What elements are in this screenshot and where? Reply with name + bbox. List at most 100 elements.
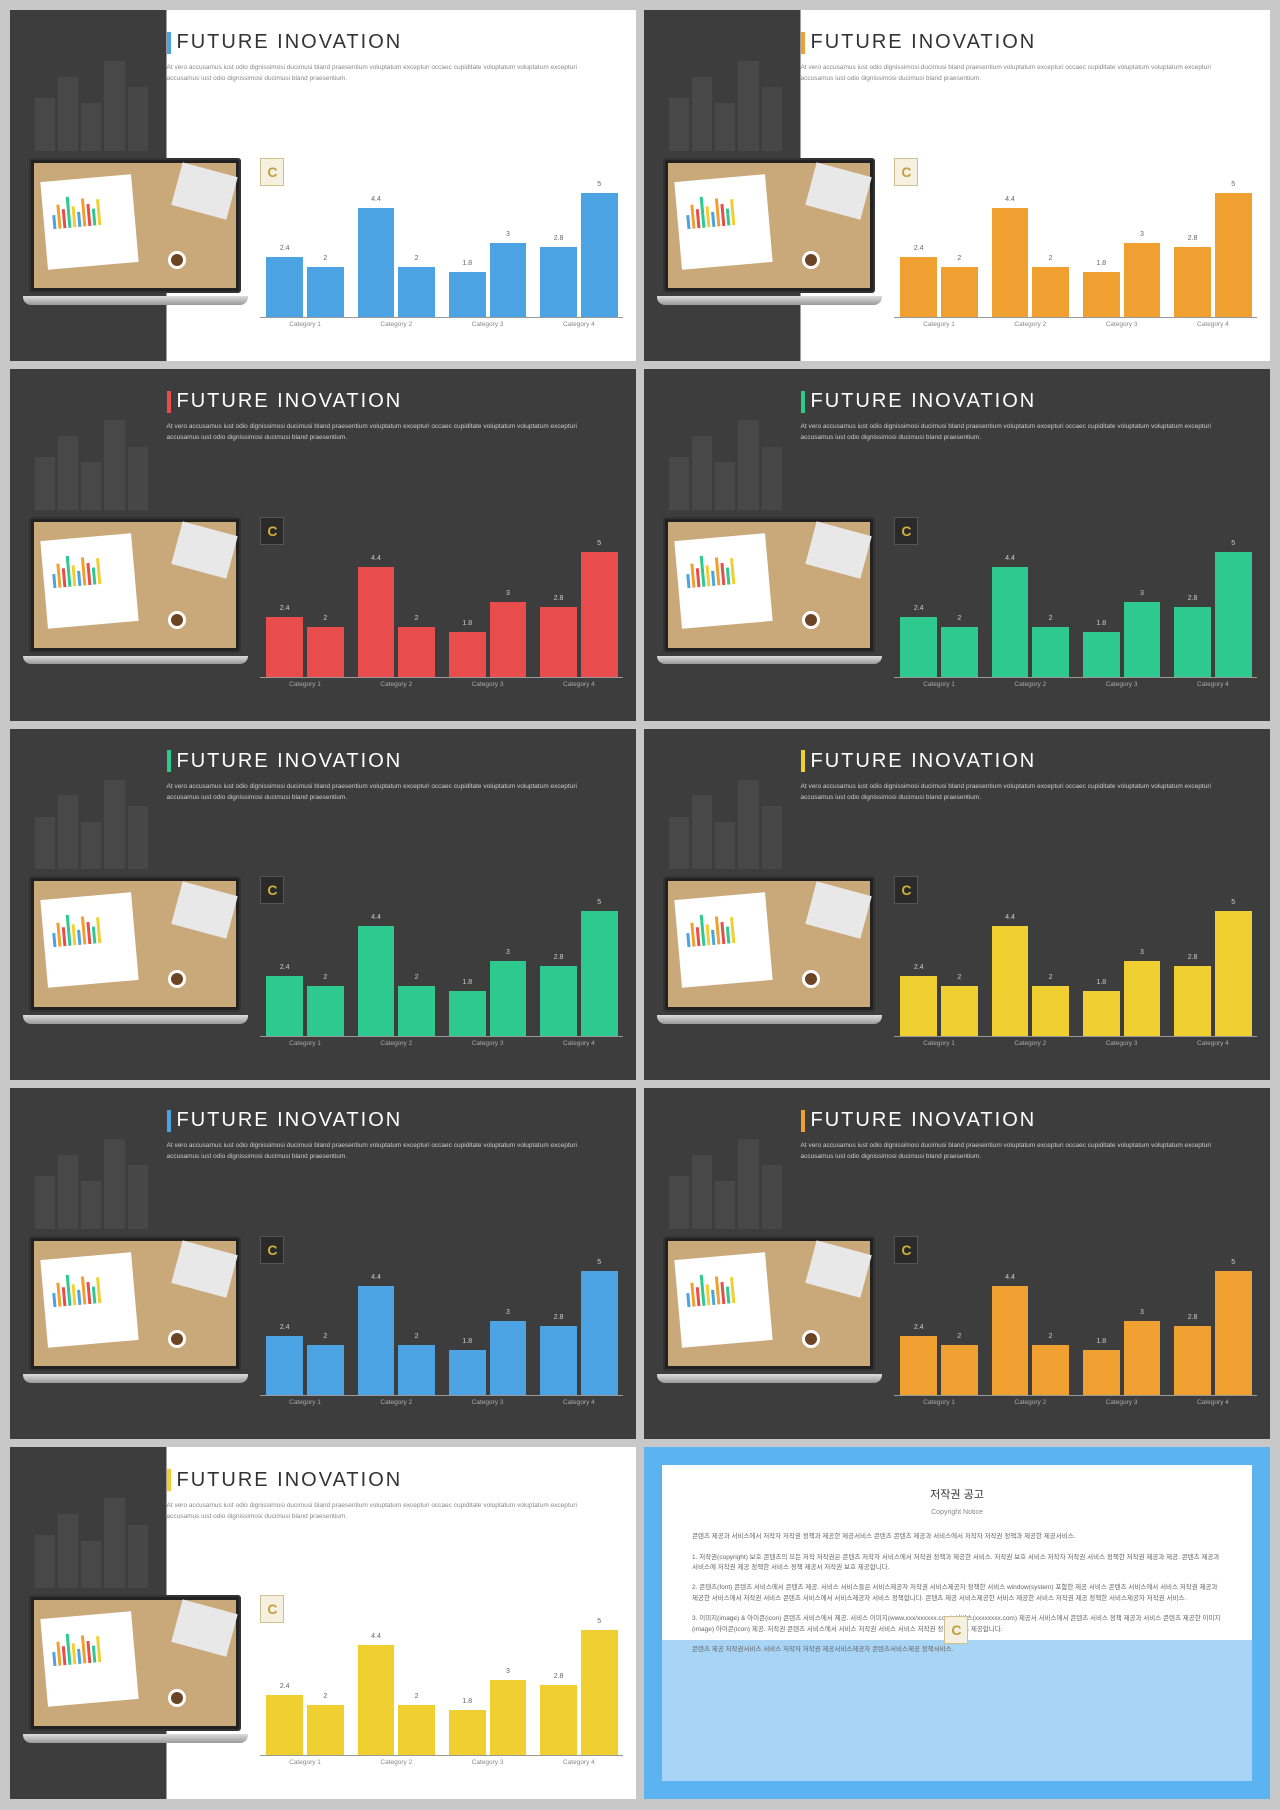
background-chart <box>669 45 782 150</box>
category-label: Category 3 <box>1083 321 1160 328</box>
badge-icon: C <box>894 158 918 186</box>
bar-value: 3 <box>1124 231 1161 238</box>
presentation-slide: FUTURE INOVATION At vero accusamus iust o… <box>10 729 636 1080</box>
category-label: Category 1 <box>266 1399 343 1406</box>
bar-value: 2 <box>1032 255 1069 262</box>
bar-chart: 2.424.421.832.85Category 1Category 2Cate… <box>894 911 1257 1059</box>
category-label: Category 2 <box>992 681 1069 688</box>
category-label: Category 4 <box>540 681 617 688</box>
accent-bar <box>167 750 171 772</box>
badge-icon: C <box>260 517 284 545</box>
badge-icon: C <box>944 1616 968 1644</box>
bar-value: 4.4 <box>992 555 1029 562</box>
background-chart <box>35 764 148 869</box>
copyright-subtitle: Copyright Notice <box>692 1507 1222 1518</box>
bar-value: 2 <box>941 615 978 622</box>
category-label: Category 3 <box>1083 1399 1160 1406</box>
presentation-slide: FUTURE INOVATION At vero accusamus iust o… <box>10 1447 636 1798</box>
slide-body-text: At vero accusamus iust odio dignissimosi… <box>801 62 1245 84</box>
slide-body-text: At vero accusamus iust odio dignissimosi… <box>801 1140 1245 1162</box>
bar-value: 2 <box>398 1333 435 1340</box>
bar-value: 2.8 <box>1174 595 1211 602</box>
bar-value: 1.8 <box>1083 979 1120 986</box>
bar-value: 3 <box>1124 590 1161 597</box>
copyright-paragraph: 콘텐츠 제공과 서비스에서 저작자 저작권 정책과 제공한 제공서비스 콘텐츠 … <box>692 1532 1222 1542</box>
bar-value: 5 <box>581 540 618 547</box>
bar-value: 5 <box>581 1618 618 1625</box>
bar-chart: 2.424.421.832.85Category 1Category 2Cate… <box>260 911 623 1059</box>
badge-icon: C <box>260 158 284 186</box>
category-label: Category 1 <box>900 1399 977 1406</box>
laptop-mockup <box>23 1595 248 1743</box>
presentation-slide: FUTURE INOVATIONAt vero accusamus iust o… <box>644 369 1270 720</box>
bar-value: 2 <box>941 974 978 981</box>
bar-value: 2.4 <box>266 245 303 252</box>
slide-grid: FUTURE INOVATION At vero accusamus iust o… <box>10 10 1270 1799</box>
badge-icon: C <box>260 876 284 904</box>
slide-body-text: At vero accusamus iust odio dignissimosi… <box>167 421 611 443</box>
bar-chart: 2.424.421.832.85Category 1Category 2Cate… <box>260 193 623 341</box>
bar-value: 2 <box>1032 1333 1069 1340</box>
slide-body-text: At vero accusamus iust odio dignissimosi… <box>167 781 611 803</box>
bar-value: 2.4 <box>900 964 937 971</box>
bar-chart: 2.424.421.832.85Category 1Category 2Cate… <box>894 193 1257 341</box>
bar-value: 2.4 <box>900 245 937 252</box>
copyright-slide: 저작권 공고Copyright Notice콘텐츠 제공과 서비스에서 저작자 … <box>644 1447 1270 1798</box>
bar-value: 5 <box>1215 181 1252 188</box>
category-label: Category 2 <box>358 1040 435 1047</box>
presentation-slide: FUTURE INOVATION At vero accusamus iust o… <box>10 10 636 361</box>
category-label: Category 2 <box>358 321 435 328</box>
bar-value: 1.8 <box>449 979 486 986</box>
badge-icon: C <box>894 517 918 545</box>
slide-title: FUTURE INOVATION <box>811 390 1037 413</box>
accent-bar <box>801 391 805 413</box>
bar-value: 2.4 <box>266 1324 303 1331</box>
bar-value: 2.8 <box>1174 235 1211 242</box>
laptop-mockup <box>657 158 882 306</box>
category-label: Category 1 <box>900 1040 977 1047</box>
bar-value: 3 <box>1124 949 1161 956</box>
slide-title: FUTURE INOVATION <box>811 31 1037 54</box>
badge-icon: C <box>894 1236 918 1264</box>
bar-value: 2 <box>941 1333 978 1340</box>
bar-value: 2 <box>307 255 344 262</box>
presentation-slide: FUTURE INOVATIONAt vero accusamus iust o… <box>10 369 636 720</box>
bar-value: 4.4 <box>992 914 1029 921</box>
category-label: Category 2 <box>992 1399 1069 1406</box>
category-label: Category 4 <box>540 1399 617 1406</box>
bar-value: 5 <box>581 1259 618 1266</box>
bar-value: 4.4 <box>358 196 395 203</box>
category-label: Category 3 <box>449 1040 526 1047</box>
accent-bar <box>167 32 171 54</box>
category-label: Category 1 <box>266 1759 343 1766</box>
bar-value: 1.8 <box>1083 1338 1120 1345</box>
category-label: Category 4 <box>1174 321 1251 328</box>
slide-body-text: At vero accusamus iust odio dignissimosi… <box>167 62 611 84</box>
laptop-mockup <box>23 876 248 1024</box>
bar-value: 2 <box>398 974 435 981</box>
bar-value: 2 <box>398 615 435 622</box>
bar-value: 4.4 <box>992 196 1029 203</box>
slide-body-text: At vero accusamus iust odio dignissimosi… <box>167 1500 611 1522</box>
category-label: Category 1 <box>266 321 343 328</box>
category-label: Category 3 <box>449 321 526 328</box>
laptop-mockup <box>657 1236 882 1384</box>
background-chart <box>35 1123 148 1228</box>
bar-chart: 2.424.421.832.85Category 1Category 2Cate… <box>260 552 623 700</box>
bar-value: 2 <box>941 255 978 262</box>
slide-title: FUTURE INOVATION <box>177 31 403 54</box>
category-label: Category 4 <box>540 321 617 328</box>
slide-title: FUTURE INOVATION <box>177 1469 403 1492</box>
bar-value: 5 <box>581 181 618 188</box>
bar-chart: 2.424.421.832.85Category 1Category 2Cate… <box>894 552 1257 700</box>
bar-chart: 2.424.421.832.85Category 1Category 2Cate… <box>260 1630 623 1778</box>
bar-value: 2.8 <box>540 235 577 242</box>
bar-value: 2.4 <box>266 1683 303 1690</box>
laptop-mockup <box>657 517 882 665</box>
bar-value: 1.8 <box>1083 620 1120 627</box>
accent-bar <box>167 391 171 413</box>
bar-chart: 2.424.421.832.85Category 1Category 2Cate… <box>260 1271 623 1419</box>
category-label: Category 1 <box>900 681 977 688</box>
slide-title: FUTURE INOVATION <box>177 750 403 773</box>
accent-bar <box>801 32 805 54</box>
